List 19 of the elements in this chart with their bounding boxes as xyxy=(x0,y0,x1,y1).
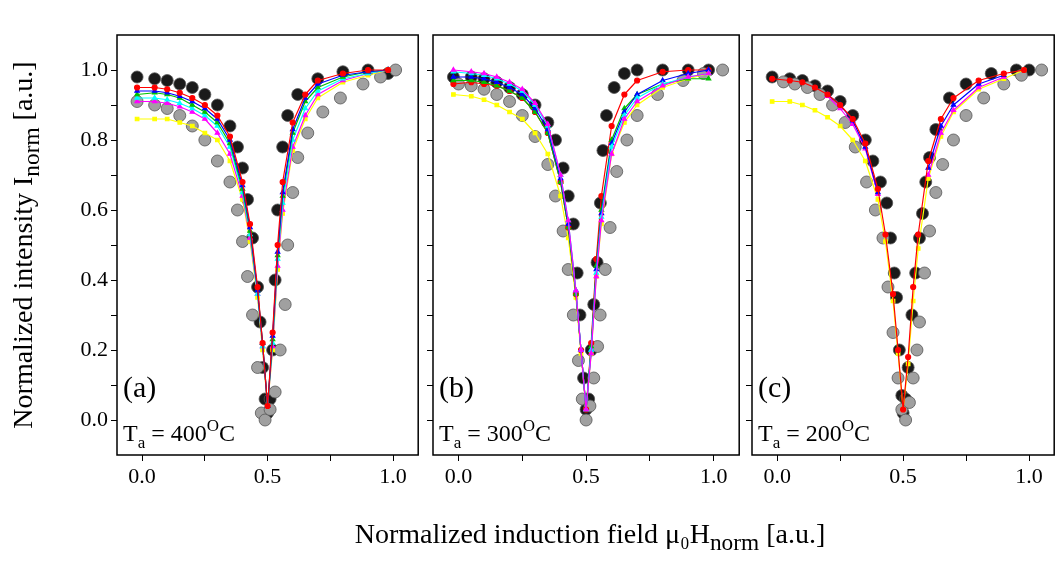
y-tick-label: 0.0 xyxy=(80,405,108,431)
x-tick-label: 1.0 xyxy=(379,462,407,488)
x-tick-label: 1.0 xyxy=(699,462,728,488)
annotation: (b) xyxy=(439,370,474,404)
y-tick-label: 0.8 xyxy=(80,125,108,151)
x-tick-label: 0.0 xyxy=(444,462,473,488)
x-axis-title: Normalized induction field μ₀H$_{norm}$ [a.u.] xyxy=(353,518,827,556)
y-tick-label: 0.6 xyxy=(80,195,108,221)
x-tick-label: 0.0 xyxy=(763,462,791,488)
x-tick-label: 0.0 xyxy=(128,462,156,488)
y-tick-label: 1.0 xyxy=(80,55,108,81)
x-tick-label: 0.5 xyxy=(889,462,917,488)
x-tick-label: 1.0 xyxy=(1015,462,1043,488)
y-tick-label: 0.2 xyxy=(80,335,108,361)
annotation: (a) xyxy=(123,370,157,404)
x-tick-label: 0.5 xyxy=(572,462,600,488)
y-tick-label: 0.4 xyxy=(80,265,108,291)
x-tick-label: 0.5 xyxy=(253,462,282,488)
annotation: (c) xyxy=(758,370,792,404)
